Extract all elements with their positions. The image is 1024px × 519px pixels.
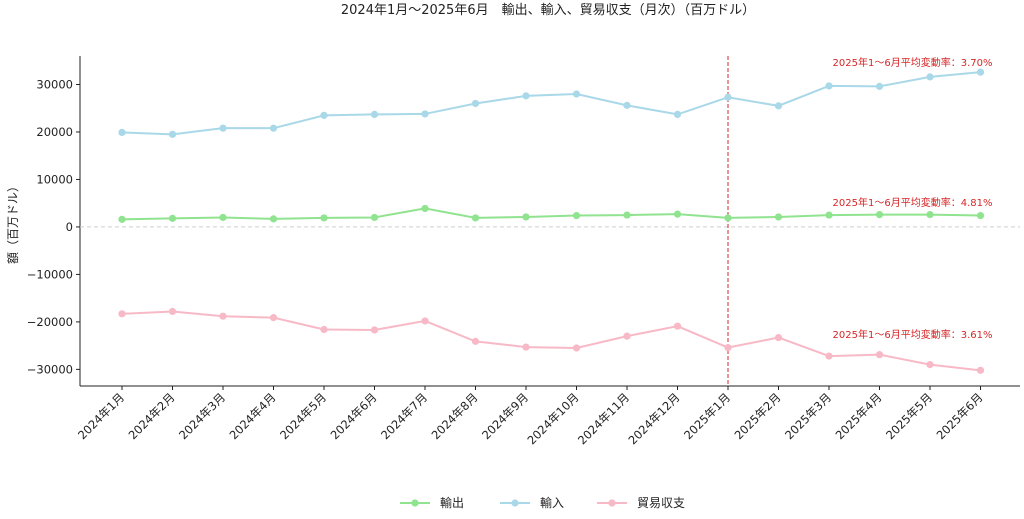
- x-tick-label: 2024年11月: [575, 390, 632, 447]
- x-tick-label: 2024年3月: [176, 390, 228, 442]
- data-point: [269, 124, 278, 132]
- data-point: [219, 312, 227, 320]
- data-point: [320, 214, 328, 222]
- data-point: [623, 211, 631, 219]
- data-point: [168, 214, 177, 222]
- x-tick-label: 2024年1月: [75, 390, 127, 442]
- annotation-label: 2025年1～6月平均変動率：3.61%: [833, 328, 993, 341]
- x-tick-label: 2025年3月: [782, 390, 834, 442]
- x-tick-label: 2024年7月: [378, 390, 430, 442]
- data-point: [825, 211, 833, 219]
- data-point: [875, 210, 884, 219]
- data-point: [320, 325, 328, 334]
- data-point: [673, 210, 682, 218]
- x-tick-label: 2025年2月: [732, 390, 784, 442]
- legend-marker: [608, 499, 616, 507]
- y-tick-label: 0: [66, 220, 73, 234]
- data-point: [572, 211, 581, 220]
- series-line: [121, 310, 981, 372]
- data-point: [774, 333, 783, 342]
- x-tick-label: 2024年9月: [479, 390, 531, 442]
- data-point: [118, 310, 126, 318]
- x-tick-label: 2024年12月: [625, 390, 682, 447]
- x-tick-label: 2024年10月: [524, 390, 581, 447]
- data-point: [522, 92, 530, 100]
- data-point: [219, 124, 227, 132]
- data-point: [673, 110, 682, 119]
- data-point: [118, 128, 126, 137]
- data-point: [471, 337, 480, 345]
- series-line: [121, 71, 981, 136]
- data-point: [168, 130, 177, 138]
- data-point: [522, 213, 530, 221]
- data-point: [774, 102, 783, 110]
- series-line: [121, 207, 981, 221]
- x-tick-label: 2025年1月: [681, 390, 733, 442]
- data-point: [623, 332, 631, 340]
- data-point: [370, 110, 379, 119]
- chart-title: 2024年1月～2025年6月 輸出、輸入、貿易収支（月次）（百万ドル）: [341, 2, 755, 18]
- y-tick-label: 30000: [36, 77, 73, 91]
- data-point: [926, 210, 934, 219]
- data-point: [421, 204, 429, 213]
- data-point: [623, 101, 631, 109]
- legend: 輸出 輸入 貿易収支: [400, 495, 685, 510]
- x-tick-label: 2024年2月: [126, 390, 178, 442]
- legend-label: 貿易収支: [637, 496, 685, 510]
- data-point: [926, 73, 934, 81]
- data-point: [572, 344, 581, 352]
- data-point: [118, 215, 126, 223]
- x-tick-label: 2025年4月: [833, 390, 885, 442]
- data-point: [421, 110, 429, 118]
- data-point: [320, 111, 328, 119]
- x-tick-label: 2025年5月: [883, 390, 935, 442]
- x-tick-label: 2025年6月: [934, 390, 986, 442]
- data-point: [976, 366, 985, 374]
- y-tick-label: 20000: [36, 125, 73, 139]
- y-tick-label: −30000: [27, 362, 73, 376]
- annotation-label: 2025年1～6月平均変動率：4.81%: [833, 196, 993, 209]
- y-axis-label: 額（百万ドル）: [6, 180, 20, 264]
- data-point: [724, 343, 732, 352]
- data-point: [269, 314, 278, 322]
- data-point: [522, 343, 530, 351]
- legend-marker: [411, 499, 419, 507]
- y-tick-label: −20000: [27, 315, 73, 329]
- data-point: [724, 214, 732, 222]
- legend-label: 輸入: [540, 495, 564, 510]
- data-point: [168, 307, 177, 316]
- data-point: [774, 213, 783, 221]
- data-point: [370, 326, 379, 334]
- data-point: [370, 213, 379, 222]
- data-point: [976, 211, 985, 220]
- data-point: [219, 213, 227, 222]
- x-tick-label: 2024年5月: [277, 390, 329, 442]
- x-tick-label: 2024年8月: [429, 390, 481, 442]
- data-point: [976, 68, 985, 76]
- data-point: [926, 361, 934, 369]
- legend-marker: [511, 499, 519, 507]
- annotation-label: 2025年1～6月平均変動率：3.70%: [833, 56, 993, 69]
- data-point: [724, 93, 732, 101]
- data-point: [673, 322, 682, 330]
- data-point: [421, 317, 429, 325]
- x-tick-label: 2024年4月: [227, 390, 279, 442]
- data-point: [825, 82, 833, 90]
- x-tick-label: 2024年6月: [328, 390, 380, 442]
- data-point: [471, 214, 480, 222]
- y-tick-label: 10000: [36, 172, 73, 186]
- data-point: [471, 99, 480, 108]
- legend-label: 輸出: [440, 495, 464, 510]
- data-point: [269, 215, 278, 223]
- plot-area: 3000020000100000−10000−20000−300002024年1…: [27, 56, 1020, 447]
- y-tick-label: −10000: [27, 267, 73, 281]
- data-point: [825, 352, 833, 360]
- data-point: [875, 82, 884, 90]
- data-point: [875, 351, 884, 359]
- data-point: [572, 90, 581, 98]
